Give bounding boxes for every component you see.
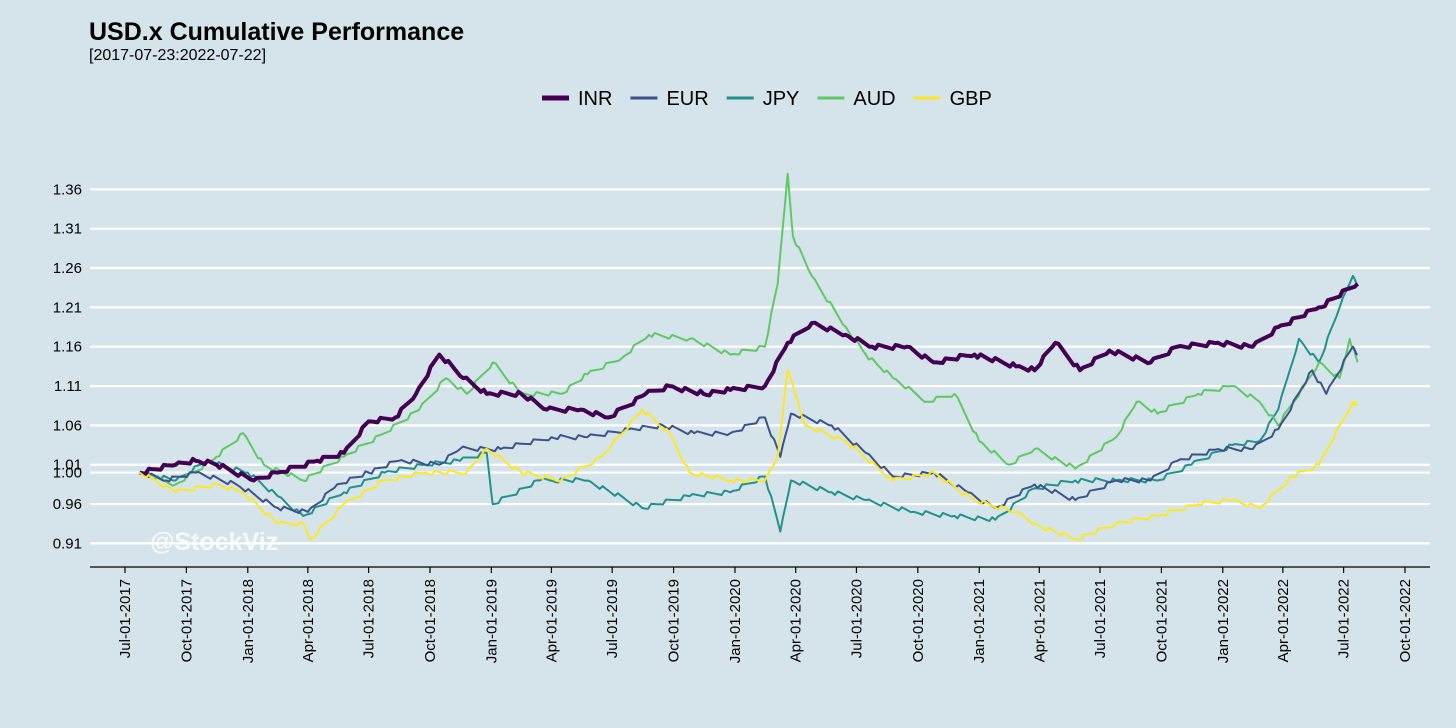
x-tick-label: Jul-01-2022: [1336, 579, 1353, 658]
legend: INR EUR JPY AUD GBP: [542, 88, 992, 110]
x-tick-label: Jul-01-2019: [604, 579, 621, 658]
axes: 0.91 0.96 1.001.01 1.06 1.11 1.16 1.21 1.26 1.31…: [53, 181, 1430, 663]
x-tick-label: Oct-01-2022: [1397, 579, 1414, 662]
x-tick-label: Jul-01-2017: [117, 579, 134, 658]
y-tick-label: 1.21: [53, 299, 82, 316]
x-tick-label: Jul-01-2020: [848, 579, 865, 658]
y-tick-label: 1.11: [54, 378, 82, 395]
y-tick-label: 1.26: [53, 260, 82, 277]
y-tick-label: 1.06: [53, 417, 82, 434]
series-line-aud: [139, 172, 1359, 487]
x-tick-label: Oct-01-2021: [1153, 579, 1170, 662]
x-tick-label: Oct-01-2019: [666, 579, 683, 662]
series-line-eur: [139, 345, 1358, 514]
x-tick-label: Apr-01-2021: [1031, 579, 1048, 662]
chart-title: USD.x Cumulative Performance: [89, 18, 465, 46]
x-tick-label: Jan-01-2019: [483, 579, 500, 663]
series-lines: [139, 172, 1360, 541]
x-tick-label: Jan-01-2021: [971, 579, 988, 663]
y-tick-label: 0.91: [53, 535, 82, 552]
y-tick-label: 1.36: [53, 181, 82, 198]
x-tick-label: Oct-01-2018: [422, 579, 439, 662]
x-tick-label: Jan-01-2018: [240, 579, 257, 663]
x-tick-label: Apr-01-2020: [788, 579, 805, 662]
x-tick-label: Apr-01-2022: [1275, 579, 1292, 662]
legend-label-inr: INR: [578, 88, 612, 110]
chart-subtitle: [2017-07-23:2022-07-22]: [89, 47, 267, 64]
x-tick-label: Jan-01-2020: [727, 579, 744, 663]
watermark-text: @StockViz: [150, 528, 278, 556]
legend-label-eur: EUR: [666, 88, 708, 110]
x-tick-label: Apr-01-2019: [543, 579, 560, 662]
legend-label-jpy: JPY: [763, 88, 800, 110]
legend-label-gbp: GBP: [950, 88, 992, 110]
y-tick-label: 1.00: [53, 465, 82, 482]
gridlines: [90, 188, 1430, 545]
x-tick-label: Oct-01-2017: [178, 579, 195, 662]
series-line-jpy: [139, 274, 1358, 533]
x-tick-label: Oct-01-2020: [910, 579, 927, 662]
legend-label-aud: AUD: [853, 88, 895, 110]
x-tick-label: Jul-01-2018: [361, 579, 378, 658]
series-line-gbp: [139, 369, 1359, 541]
x-tick-label: Jul-01-2021: [1092, 579, 1109, 658]
y-tick-label: 0.96: [53, 496, 82, 513]
x-tick-label: Apr-01-2018: [300, 579, 317, 662]
y-tick-label: 1.31: [53, 221, 82, 238]
x-tick-label: Jan-01-2022: [1215, 579, 1232, 663]
y-tick-label: 1.16: [53, 339, 82, 356]
y-tick-label: 1.01: [53, 457, 82, 474]
series-line-inr: [139, 282, 1360, 483]
